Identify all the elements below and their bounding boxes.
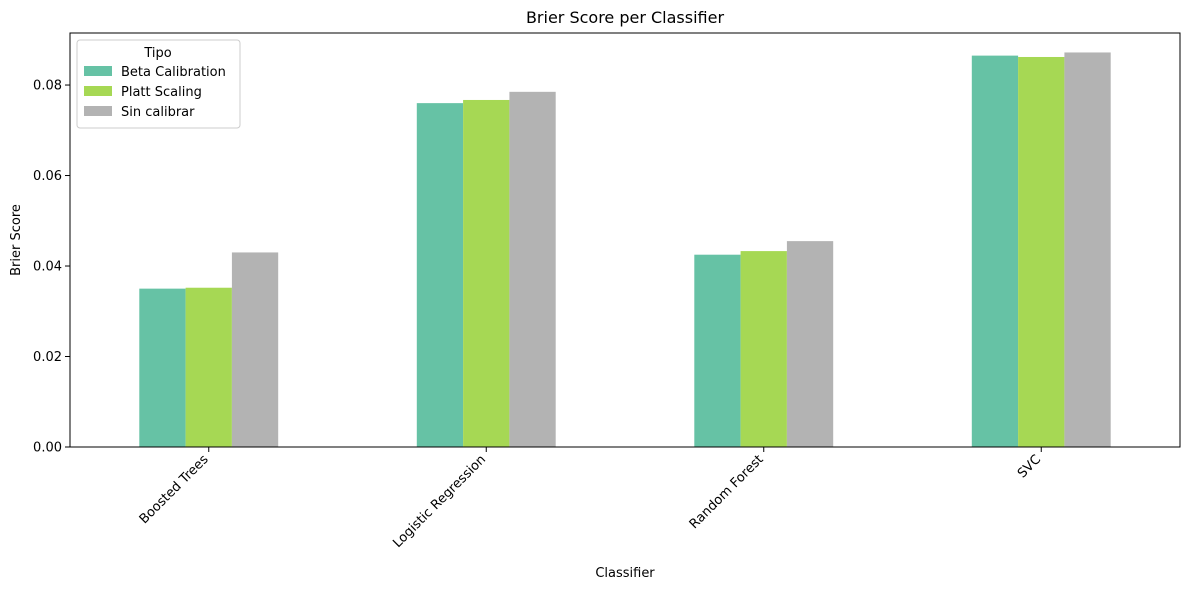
x-axis-label: Classifier	[595, 566, 655, 581]
x-tick-label: Boosted Trees	[137, 452, 212, 527]
legend-box	[76, 39, 241, 129]
bar-beta-calibration-logistic-regression	[416, 103, 464, 447]
bar-platt-scaling-boosted-trees	[185, 287, 232, 447]
y-tick-label: 0.08	[33, 79, 62, 94]
legend-swatch	[84, 66, 112, 76]
legend: Tipo Beta Calibration Platt Scaling Sin ca…	[76, 39, 241, 129]
bar-sin-calibrar-logistic-regression	[509, 91, 556, 447]
plot-frame	[69, 32, 1181, 448]
legend-label: Platt Scaling	[121, 85, 202, 100]
y-axis: 0.00 0.02 0.04 0.06 0.08	[33, 79, 70, 456]
legend-entries: Beta Calibration Platt Scaling Sin calibra…	[84, 65, 226, 120]
x-tick-label: SVC	[1015, 452, 1044, 481]
y-tick-label: 0.06	[33, 169, 62, 184]
legend-swatch	[84, 106, 112, 116]
bar-platt-scaling-logistic-regression	[463, 99, 510, 448]
bar-beta-calibration-boosted-trees	[139, 288, 186, 447]
y-tick-label: 0.02	[33, 350, 62, 365]
bar-sin-calibrar-boosted-trees	[231, 252, 279, 447]
y-tick-label: 0.04	[33, 260, 62, 275]
y-axis-label: Brier Score	[9, 204, 24, 276]
y-tick-label: 0.00	[33, 441, 62, 456]
bar-platt-scaling-svc	[1018, 56, 1065, 447]
bar-platt-scaling-random-forest	[740, 251, 787, 447]
x-tick-label: Random Forest	[687, 452, 767, 532]
bar-sin-calibrar-random-forest	[786, 241, 834, 447]
bars-group	[139, 52, 1111, 448]
x-axis: Boosted Trees Logistic Regression Random F…	[137, 447, 1044, 551]
bar-beta-calibration-svc	[971, 55, 1019, 448]
legend-title: Tipo	[143, 46, 171, 61]
legend-label: Sin calibrar	[121, 105, 195, 120]
x-tick-label: Logistic Regression	[390, 452, 489, 551]
legend-swatch	[84, 86, 112, 96]
bar-beta-calibration-random-forest	[694, 254, 741, 447]
legend-label: Beta Calibration	[121, 65, 226, 80]
chart-title: Brier Score per Classifier	[526, 8, 725, 27]
bar-sin-calibrar-svc	[1064, 52, 1111, 448]
